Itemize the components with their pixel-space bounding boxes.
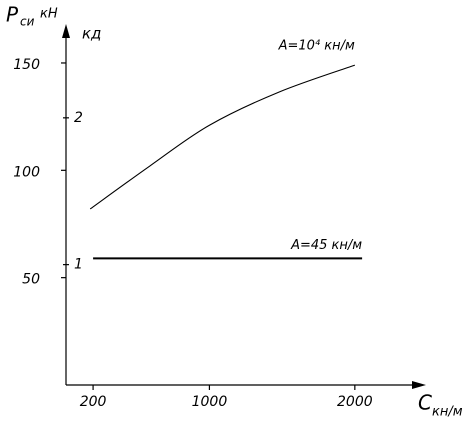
y-tick-label: 100	[13, 164, 40, 180]
y-label-sub: си	[20, 15, 35, 29]
y-label: P	[6, 3, 19, 27]
x-tick-label: 2000	[337, 394, 373, 410]
x-tick-label: 1000	[192, 394, 228, 410]
y2-label: кд	[82, 25, 101, 43]
x-tick-label: 200	[80, 394, 107, 410]
y-label-unit: кН	[40, 7, 58, 22]
x-label: C	[418, 391, 432, 415]
x-label-sub: кн/м	[432, 405, 463, 420]
y2-tick-label: 2	[74, 110, 83, 126]
line-label: A=10⁴ кн/м	[278, 39, 355, 54]
line	[89, 64, 356, 210]
line-label: A=45 кн/м	[290, 238, 362, 253]
y-tick-label: 50	[22, 272, 40, 288]
y-tick-label: 150	[13, 57, 40, 73]
x-axis-arrow	[412, 381, 426, 389]
y-axis-arrow	[62, 24, 70, 38]
y2-tick-label: 1	[74, 257, 83, 273]
